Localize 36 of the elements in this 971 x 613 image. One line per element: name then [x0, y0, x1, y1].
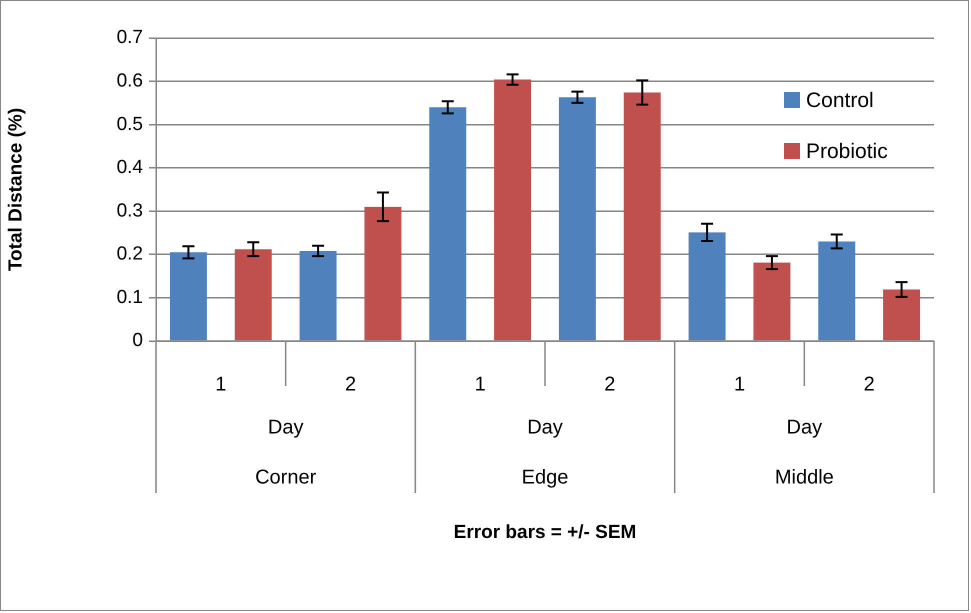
text: Day [268, 416, 304, 439]
bar [234, 249, 272, 340]
bar [300, 250, 337, 340]
x-tick-label: 2 [344, 374, 356, 396]
y-tick-label: 0.3 [116, 200, 143, 222]
text: Day [786, 416, 822, 439]
bar [364, 206, 402, 340]
y-tick-label: 0 [132, 330, 143, 352]
bar [753, 262, 790, 340]
y-tick-label: 0.4 [116, 157, 144, 178]
legend-label: Probiotic [806, 140, 888, 163]
x-tick-label: 2 [604, 374, 616, 396]
y-axis-title: Total Distance (%) [6, 108, 27, 272]
x-tick-label: 1 [215, 374, 226, 396]
text: Middle [774, 466, 834, 489]
x-tick-label: 1 [474, 374, 486, 396]
y-tick-label: 0.2 [116, 244, 143, 265]
bar [883, 289, 920, 340]
text: Day [527, 416, 563, 439]
bar [688, 232, 726, 340]
text: Corner [255, 466, 317, 489]
bar [624, 92, 661, 340]
bar [170, 252, 207, 340]
y-tick-label: 0.1 [116, 286, 143, 308]
x-tick-label: 1 [734, 374, 746, 396]
bar [818, 241, 856, 340]
legend-label: Control [806, 88, 874, 112]
bar [558, 97, 596, 340]
y-tick-label: 0.6 [116, 70, 143, 92]
bar [494, 80, 532, 340]
y-tick-label: 0.5 [116, 114, 143, 135]
text: Edge [522, 466, 568, 489]
x-tick-label: 2 [864, 374, 875, 396]
bar [429, 107, 466, 340]
y-tick-label: 0.7 [116, 27, 143, 48]
text: Error bars = +/- SEM [454, 522, 636, 544]
